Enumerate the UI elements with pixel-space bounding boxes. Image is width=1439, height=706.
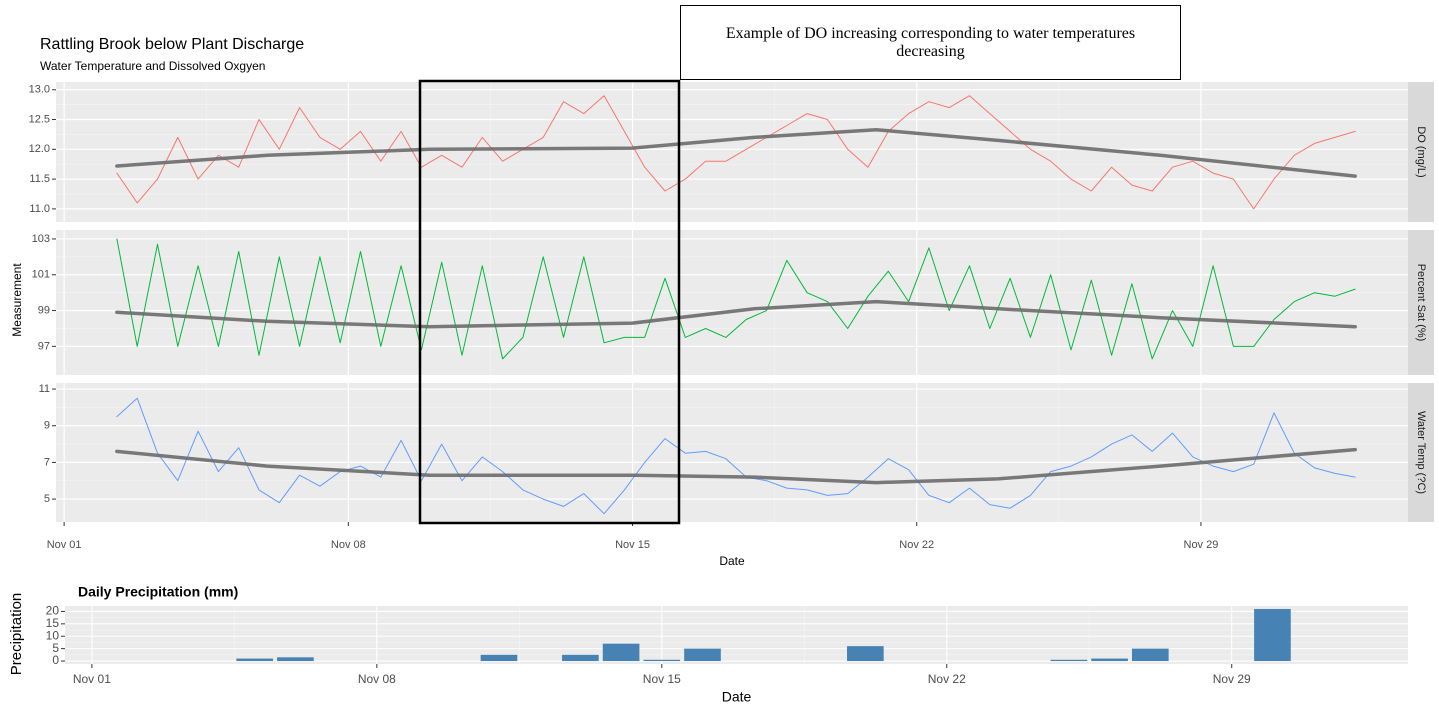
series-line (116, 238, 1356, 360)
y-tick-label: 10 (46, 628, 60, 642)
x-tick-label: Nov 01 (73, 672, 111, 686)
highlight-box (418, 79, 681, 525)
x-axis-label: Date (719, 554, 745, 568)
y-tick-label: 99 (38, 304, 50, 316)
x-tick-label: Nov 15 (615, 539, 650, 551)
y-tick-label: 97 (38, 340, 50, 352)
strip-label: Water Temp (?C) (1415, 411, 1427, 494)
y-tick-label: 9 (44, 420, 50, 432)
y-tick-label: 7 (44, 456, 50, 468)
y-tick-label: 20 (46, 604, 60, 618)
chart-title: Daily Precipitation (mm) (78, 584, 238, 600)
panel-background (56, 82, 1408, 222)
y-tick-label: 11.0 (29, 203, 50, 215)
bar (684, 648, 721, 662)
y-tick-label: 12.5 (29, 113, 50, 125)
bar (1131, 648, 1169, 662)
y-tick-label: 5 (52, 641, 59, 655)
strip (1408, 82, 1434, 222)
x-tick-label: Nov 08 (331, 539, 366, 551)
strip-label: Percent Sat (%) (1415, 264, 1427, 342)
y-tick-label: 15 (46, 616, 60, 630)
x-tick-label: Nov 08 (358, 672, 396, 686)
bar (643, 659, 681, 662)
x-tick-label: Nov 29 (1184, 539, 1219, 551)
strip (1408, 383, 1434, 522)
series-line (116, 397, 1356, 515)
y-axis-label: Precipitation (8, 593, 25, 676)
bar (277, 657, 314, 662)
bar (602, 643, 640, 662)
y-tick-label: 11.5 (29, 173, 50, 185)
x-tick-label: Nov 15 (643, 672, 681, 686)
panel-background (56, 230, 1408, 375)
bar (1091, 658, 1128, 662)
x-axis-label: Date (722, 689, 752, 705)
x-tick-label: Nov 29 (1213, 672, 1251, 686)
bar (847, 646, 884, 662)
trend-line (115, 127, 1357, 178)
strip (1408, 230, 1434, 375)
chart-title: Rattling Brook below Plant Discharge (40, 36, 304, 53)
y-tick-label: 0 (52, 653, 59, 667)
y-tick-label: 12.0 (29, 143, 50, 155)
y-tick-label: 101 (32, 269, 50, 281)
bar (480, 654, 518, 662)
y-tick-label: 13.0 (29, 84, 50, 96)
bar (562, 654, 599, 662)
y-tick-label: 103 (32, 233, 50, 245)
x-tick-label: Nov 22 (928, 672, 966, 686)
x-tick-label: Nov 22 (899, 539, 934, 551)
y-tick-label: 11 (39, 383, 50, 395)
bar (236, 658, 274, 662)
panel-background (65, 606, 1408, 664)
annotation: Example of DO increasing corresponding t… (680, 5, 1181, 80)
bar (1050, 659, 1088, 662)
panel-background (56, 383, 1408, 522)
strip-label: DO (mg/L) (1415, 126, 1427, 177)
trend-line (115, 447, 1357, 485)
series-line (116, 95, 1356, 210)
y-axis-label: Measurement (10, 263, 24, 337)
y-tick-label: 5 (44, 493, 50, 505)
x-tick-label: Nov 01 (47, 539, 82, 551)
chart-subtitle: Water Temperature and Dissolved Oxgyen (40, 59, 265, 73)
bar (1254, 608, 1291, 662)
trend-line (115, 299, 1357, 329)
